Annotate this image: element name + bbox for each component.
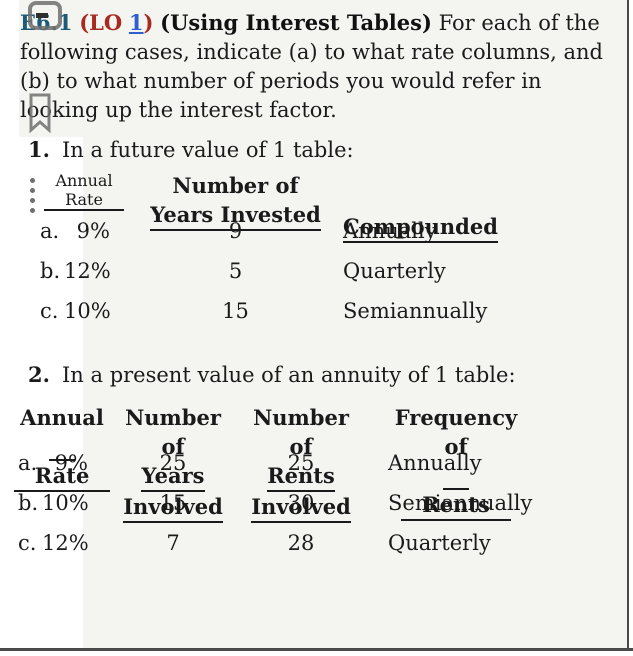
exercise-body-text: For each of the following cases, indicat… — [20, 11, 603, 122]
t2-h2-involved: Involved — [123, 492, 223, 523]
present-value-annuity-table: Annual Rate Number of Years Involved Num… — [13, 403, 624, 563]
underline-fragment — [49, 432, 75, 461]
t2-header-annual: Annual — [20, 405, 104, 430]
t2-header-frequency-of-rents: Frequency of Rents — [362, 403, 524, 525]
t2-row-a-years: 25 — [159, 451, 187, 475]
t1-row-c-label: c. — [40, 299, 59, 323]
note-icon[interactable] — [27, 0, 63, 36]
t1-row-a-rate: 9% — [76, 219, 110, 243]
t2-h3-rents: Rents — [267, 461, 335, 492]
bookmark-icon[interactable] — [26, 92, 54, 138]
t2-h2-years: Years — [141, 461, 205, 492]
t1-header-number-of: Number of — [172, 173, 299, 198]
lo-close: ) — [143, 10, 154, 35]
t2-row-b-label: b. — [18, 491, 39, 515]
underline-fragment — [443, 461, 469, 490]
t2-row-a-label: a. — [18, 451, 38, 475]
t2-row-c-rate: 12% — [42, 531, 89, 555]
t1-row-a-years: 9 — [228, 219, 243, 243]
t2-h3-of: of — [289, 434, 313, 459]
t2-row-c-rents: 28 — [287, 531, 315, 555]
panel-right-border — [627, 0, 629, 649]
t1-header-compounded-label: Compounded — [343, 212, 498, 243]
t1-row-b-rate: 12% — [64, 259, 111, 283]
list-item-2-text: In a present value of an annuity of 1 ta… — [62, 363, 516, 387]
t1-header-annual-rate: Annual Rate — [40, 171, 128, 243]
list-item-1: 1. In a future value of 1 table: — [28, 137, 354, 162]
dot — [30, 198, 35, 203]
exercise-title: (Using Interest Tables) — [160, 10, 432, 35]
table-row: c. 12% — [18, 523, 106, 563]
t2-header-annual-rate: Annual Rate — [13, 403, 111, 525]
dot — [30, 178, 35, 183]
t2-row-b-rents: 30 — [287, 491, 315, 515]
t2-h2-of: of — [161, 434, 185, 459]
t1-row-b-compounded: Quarterly — [343, 259, 446, 283]
t2-row-a-rents: 25 — [287, 451, 315, 475]
t2-row-b-frequency: Semiannually — [388, 491, 533, 515]
t2-header-rents-involved: Number of Rents Involved — [240, 403, 362, 525]
t2-row-a-frequency: Annually — [388, 451, 482, 475]
t1-row-a-compounded: Annually — [343, 219, 437, 243]
t2-h4-frequency: Frequency — [394, 405, 518, 430]
table-row: a. 9% — [18, 443, 106, 483]
table-row: c. 10% — [40, 291, 128, 331]
t2-header-rate: Rate — [13, 461, 111, 492]
lo-link[interactable]: 1 — [128, 10, 144, 35]
t2-row-a-rate: 9% — [54, 451, 88, 475]
t2-row-c-frequency: Quarterly — [388, 531, 491, 555]
drag-handle-dots-icon[interactable] — [30, 178, 35, 213]
lo-open: (LO — [79, 10, 123, 35]
table-row: b. 12% — [40, 251, 128, 291]
t1-row-c-rate: 10% — [64, 299, 111, 323]
dot — [30, 188, 35, 193]
dot — [30, 208, 35, 213]
t1-row-c-years: 15 — [222, 299, 249, 323]
future-value-table: Annual Rate Number of Years Invested Com… — [40, 171, 615, 331]
t2-row-c-years: 7 — [166, 531, 180, 555]
page-panel-background — [83, 0, 627, 648]
t2-header-years-involved: Number of Years Involved — [106, 403, 240, 525]
panel-bottom-border — [0, 648, 633, 651]
exercise-paragraph: E6.1 (LO 1) (Using Interest Tables) For … — [20, 8, 620, 125]
list-item-1-text: In a future value of 1 table: — [62, 138, 354, 162]
list-item-1-marker: 1. — [28, 137, 50, 162]
list-item-2: 2. In a present value of an annuity of 1 … — [28, 362, 516, 387]
t1-row-b-label: b. — [40, 259, 61, 283]
list-item-2-marker: 2. — [28, 362, 50, 387]
t2-h4-of: of — [444, 434, 468, 459]
t1-header-rate: Rate — [44, 190, 124, 211]
table-row: b. 10% — [18, 483, 106, 523]
t2-row-b-rate: 10% — [42, 491, 89, 515]
t1-header-compounded: Compounded — [343, 171, 583, 243]
t1-header-years-invested-label: Years Invested — [150, 200, 321, 231]
t2-row-c-label: c. — [18, 531, 37, 555]
t2-h3-number: Number — [253, 405, 349, 430]
t1-row-b-years: 5 — [228, 259, 243, 283]
t2-h2-number: Number — [125, 405, 221, 430]
t1-row-a-label: a. — [40, 219, 60, 243]
t2-h4-rents: Rents — [401, 490, 511, 521]
t1-row-c-compounded: Semiannually — [343, 299, 488, 323]
table-row: a. 9% — [40, 211, 128, 251]
t2-row-b-years: 15 — [159, 491, 187, 515]
t1-header-annual: Annual — [55, 171, 113, 190]
t2-h3-involved: Involved — [251, 492, 351, 523]
t1-header-years-invested: Number of Years Invested — [128, 171, 343, 243]
